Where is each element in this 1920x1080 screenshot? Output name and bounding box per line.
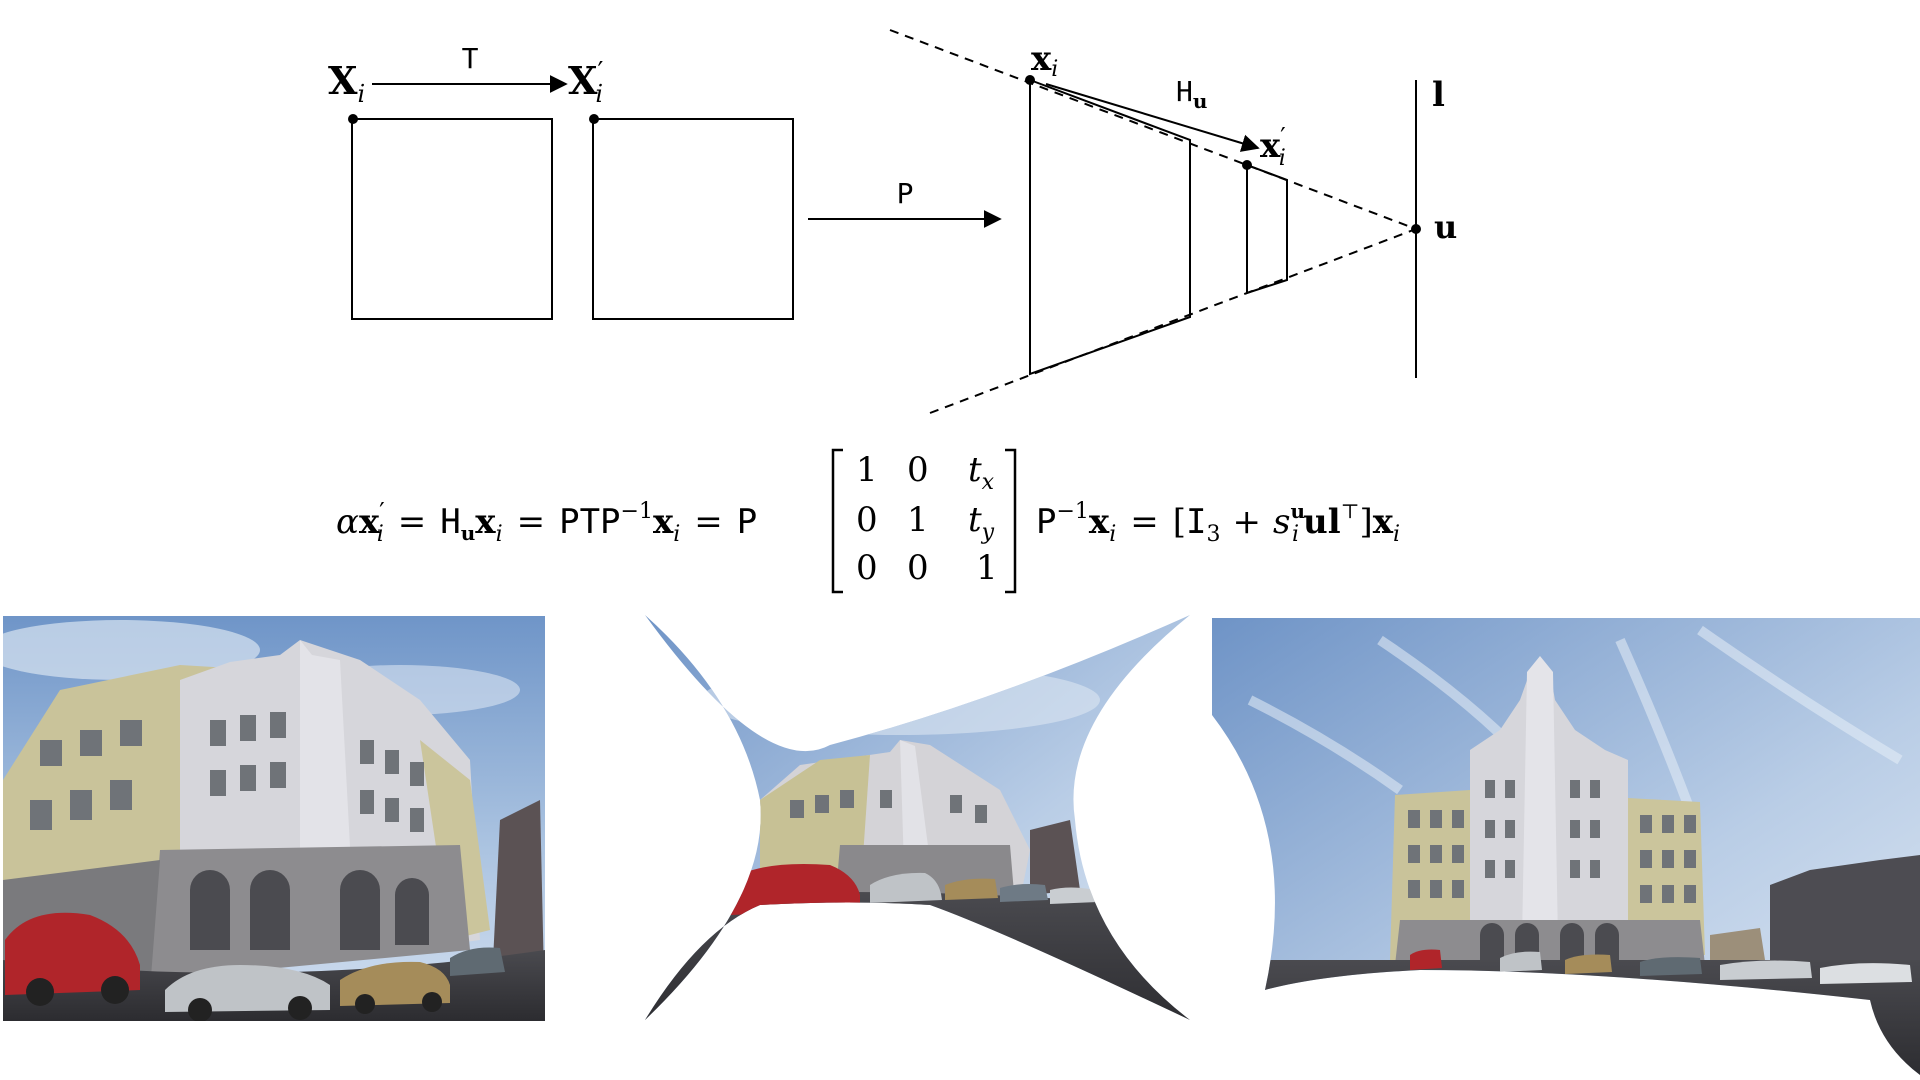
point-label-xi-prime: x′ i bbox=[1260, 123, 1286, 171]
matrix-cell: 1 bbox=[856, 450, 878, 490]
vanishing-point-label: u bbox=[1434, 208, 1457, 246]
corner-point-original bbox=[348, 114, 358, 124]
corner-point-translated bbox=[589, 114, 599, 124]
matrix-cell: tx bbox=[968, 450, 995, 495]
homography-arrow bbox=[1045, 83, 1260, 152]
original-square bbox=[351, 118, 553, 320]
matrix-left-bracket bbox=[831, 448, 843, 594]
matrix-cell: 1 bbox=[907, 500, 929, 540]
matrix-cell: 0 bbox=[856, 548, 878, 588]
mapped-quad bbox=[1246, 163, 1288, 295]
matrix-cell: 0 bbox=[907, 450, 929, 490]
matrix-right-bracket bbox=[1005, 448, 1017, 594]
transformation-diagram: T Xi X′ i P Hu xi x′ i bbox=[328, 29, 1457, 414]
equation-rhs: P−1xi = [I3 + su i ul⊤]xi bbox=[1036, 499, 1400, 547]
matrix-cell: 0 bbox=[856, 500, 878, 540]
equation-lhs: αx′ i = Huxi = PTP−1xi = P bbox=[336, 498, 757, 547]
point-label-Xi-prime: X′ i bbox=[568, 57, 603, 108]
photo-original-fisheye bbox=[3, 616, 545, 1021]
vanishing-line-label: l bbox=[1432, 75, 1445, 115]
matrix-entries: 1 0 tx 0 1 ty 0 0 1 bbox=[856, 450, 998, 588]
homography-label: Hu bbox=[1176, 75, 1207, 113]
projected-quad bbox=[1029, 78, 1191, 376]
matrix-cell: ty bbox=[968, 500, 995, 545]
point-label-xi: xi bbox=[1031, 39, 1058, 82]
perspective-line-top bbox=[889, 29, 1417, 230]
corner-point-projected bbox=[1025, 75, 1035, 85]
projection-label: P bbox=[897, 177, 914, 210]
photo-rectified-final bbox=[1212, 618, 1920, 1075]
point-label-Xi: Xi bbox=[328, 58, 365, 108]
translated-square bbox=[592, 118, 794, 320]
photo-rectified-pinched bbox=[645, 615, 1190, 1020]
vanishing-point bbox=[1411, 224, 1421, 234]
perspective-line-bottom bbox=[929, 228, 1417, 414]
homography-equation: αx′ i = Huxi = PTP−1xi = P 1 0 tx 0 1 ty 0 0 1 … bbox=[336, 448, 1400, 594]
matrix-cell: 0 bbox=[907, 548, 929, 588]
corner-point-mapped bbox=[1242, 160, 1252, 170]
matrix-cell: 1 bbox=[976, 548, 998, 588]
translation-label: T bbox=[462, 42, 479, 75]
